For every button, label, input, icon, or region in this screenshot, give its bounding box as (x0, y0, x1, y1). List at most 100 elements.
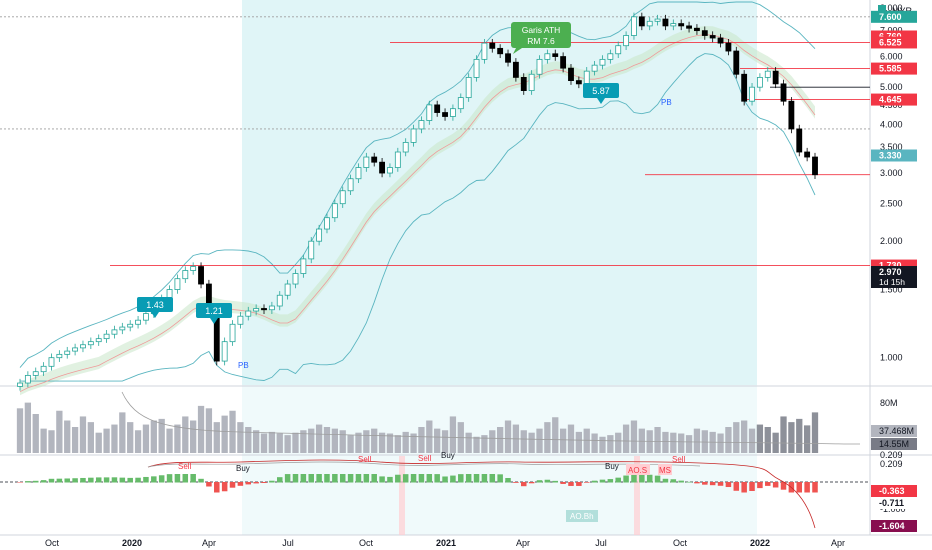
price-badge-label: 6.525 (879, 37, 902, 47)
price-badge (871, 93, 917, 106)
volume-bar (292, 432, 299, 453)
volume-bar (449, 416, 457, 453)
price-tick: 4.000 (880, 120, 903, 130)
osc-bar (757, 482, 763, 489)
candle-body (245, 310, 252, 317)
volume-bar (678, 433, 685, 453)
volume-bar (591, 433, 598, 453)
candle-body (686, 25, 692, 29)
candle-body (198, 266, 204, 285)
osc-bar (583, 482, 590, 483)
osc-bar (17, 482, 23, 483)
volume-bar (803, 425, 811, 453)
osc-bar (308, 474, 314, 483)
candle-body (135, 319, 141, 325)
osc-bar (72, 478, 78, 483)
candle-body (111, 329, 118, 335)
volume-bar (150, 420, 157, 453)
volume-bar (87, 422, 94, 453)
volume-bar (410, 433, 417, 453)
price-tick: 1.500 (880, 285, 903, 295)
time-tick: Oct (673, 538, 688, 548)
candle-body (583, 70, 590, 85)
osc-bar (25, 481, 31, 483)
candle-body (599, 58, 606, 66)
candle-body (32, 371, 39, 376)
volume-bar (64, 420, 71, 453)
osc-bar (599, 479, 606, 483)
osc-bar (521, 482, 527, 487)
candle-body (363, 156, 370, 168)
candle-body (402, 142, 409, 153)
candle-body (95, 338, 102, 343)
osc-bar (528, 482, 535, 484)
osc-bar (678, 480, 684, 483)
volume-bar (197, 405, 205, 453)
volume-bar (142, 424, 150, 453)
osc-bar (505, 478, 511, 483)
volume-bar (567, 424, 575, 453)
price-badge-label: 5.585 (879, 64, 902, 74)
candle-body (379, 161, 385, 174)
candle-body (253, 308, 260, 312)
time-axis: Oct 2020 Apr Jul Oct 2021 Apr Jul Oct 2022 Apr (45, 538, 845, 548)
volume-bar (221, 415, 228, 453)
volume-bar (481, 435, 488, 453)
osc-bar (733, 482, 740, 491)
osc-bar (300, 474, 307, 483)
volume-bar (308, 428, 315, 453)
volume-bar (418, 427, 425, 453)
volume-bar (615, 432, 622, 453)
osc-bar (190, 474, 196, 483)
volume-bar (536, 428, 543, 453)
candle-body (560, 56, 567, 69)
candle-body (756, 76, 763, 88)
osc-bar (284, 474, 291, 483)
osc-zone (634, 456, 640, 535)
volume-bar (237, 422, 244, 453)
volume-bar (654, 427, 661, 453)
osc-bar (88, 477, 94, 483)
osc-bar (32, 480, 39, 483)
osc-bar (576, 482, 582, 486)
candle-body (717, 37, 724, 44)
osc-bar (804, 482, 810, 493)
volume-bar (56, 410, 63, 453)
mid-line (19, 34, 816, 393)
candle-body (733, 50, 740, 75)
volume-bar (725, 427, 732, 453)
osc-bar (253, 482, 259, 484)
last-price-badge: 2.970 1d 15h (871, 266, 917, 288)
osc-bar (458, 474, 464, 483)
osc-badge-label: -1.604 (879, 521, 905, 531)
price-tick: 2.500 (880, 199, 903, 209)
osc-bar (662, 478, 669, 483)
candle-body (347, 178, 354, 192)
osc-bar (95, 477, 102, 483)
osc-bar (749, 482, 755, 491)
osc-bar (702, 482, 708, 485)
osc-bar (591, 480, 598, 483)
volume-bar (748, 428, 756, 453)
candle-body (623, 35, 630, 47)
candle-body (804, 151, 811, 158)
osc-bar (513, 482, 519, 483)
volume-bar (119, 412, 126, 453)
volume-bar (670, 432, 677, 453)
osc-bar (560, 482, 566, 484)
candle-body (72, 347, 79, 352)
osc-signal-line (147, 459, 816, 529)
volume-bar (394, 435, 401, 453)
volume-bar (323, 427, 331, 453)
osc-bar (568, 482, 574, 486)
candle-body (418, 120, 425, 130)
osc-bar (111, 477, 118, 483)
osc-bar (481, 474, 488, 483)
osc-bar (631, 474, 637, 483)
candle-body (812, 156, 818, 176)
osc-badge-label: -0.363 (879, 486, 905, 496)
osc-bar (379, 476, 385, 483)
osc-bar (40, 480, 47, 483)
ath-line2: RM 7.6 (527, 36, 555, 46)
